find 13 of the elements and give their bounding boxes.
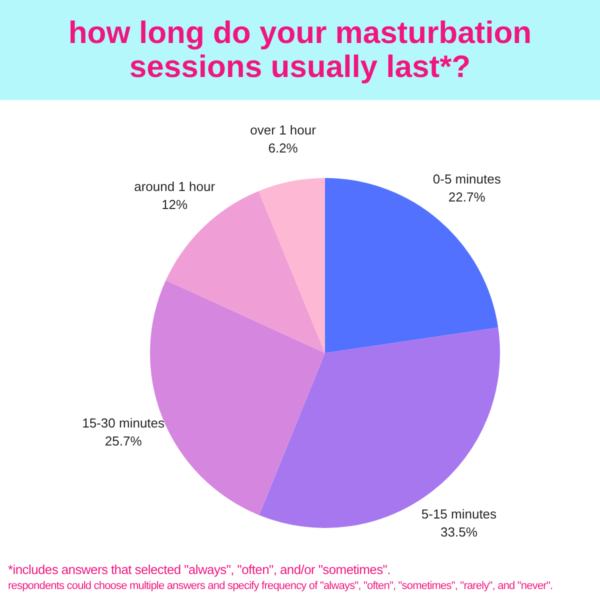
slice-label: 0-5 minutes xyxy=(432,171,502,186)
data-label: 33.5% xyxy=(440,524,478,540)
slice-label: over 1 hour xyxy=(250,122,317,138)
slice-label: around 1 hour xyxy=(134,179,216,194)
text: respondents could choose multiple answers and specify frequency of "always", "often", "sometimes", "rarely", and "never". xyxy=(8,579,553,594)
data-label: 6.2% xyxy=(268,140,298,156)
data-label: 22.7% xyxy=(448,189,486,204)
text: *includes answers that selected "always", "often", and/or "sometimes". xyxy=(8,562,392,578)
slice-label: 15-30 minutes xyxy=(82,416,166,431)
slice-label: 5-15 minutes xyxy=(421,506,498,522)
chart-title: how long do your masturbation sessions usually last*? xyxy=(0,0,600,100)
data-label: 25.7% xyxy=(104,434,142,449)
data-label: 12% xyxy=(162,197,188,212)
